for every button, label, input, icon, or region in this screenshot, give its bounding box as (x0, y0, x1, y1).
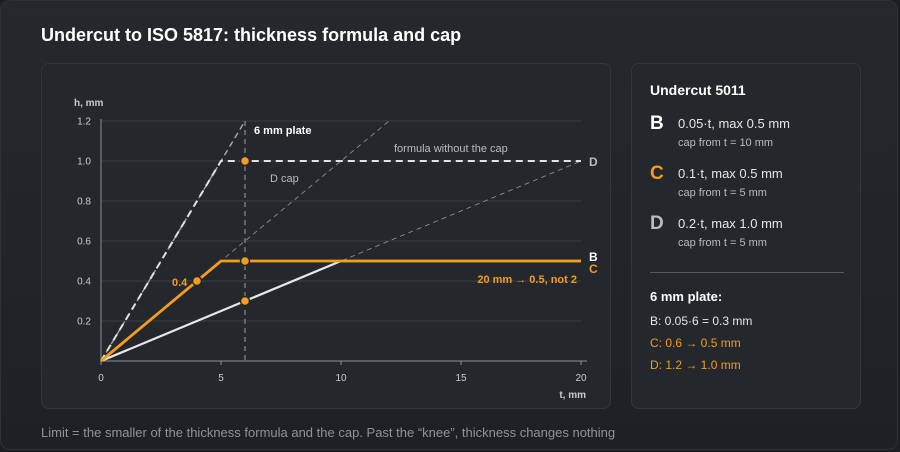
c-note-annotation: 20 mm → 0.5, not 2 (477, 274, 577, 286)
series-end-label-d: D (589, 155, 598, 169)
formula-no-cap-annotation: formula without the cap (394, 143, 508, 155)
plate-annotation: 6 mm plate (254, 125, 311, 137)
rule-b-formula: 0.05·t, max 0.5 mm (678, 116, 790, 131)
series-line-d (100, 160, 581, 362)
series-end-label-b: B (589, 250, 598, 264)
legend-card: Undercut 5011 B 0.05·t, max 0.5 mm cap f… (631, 63, 861, 409)
y-tick-label-0: 0.2 (77, 317, 91, 328)
undercut-chart: 0.2 0.4 0.6 0.8 1.0 1.2 0 5 10 15 20 h, mm t, mm 6 mm… (74, 98, 598, 401)
rule-c-cap-note: cap from t = 5 mm (678, 187, 767, 199)
y-tick-label-1: 0.4 (77, 277, 91, 288)
calc-b: B: 0.05·6 = 0.3 mm (650, 314, 753, 328)
marker-0 (239, 155, 251, 167)
legend-divider (650, 272, 844, 273)
calc-d: D: 1.2 → 1.0 mm (650, 358, 741, 372)
rule-c-formula: 0.1·t, max 0.5 mm (678, 166, 783, 181)
rule-c-letter: C (650, 163, 664, 184)
x-tick-label-2: 10 (335, 373, 347, 384)
x-axis-label: t, mm (559, 390, 586, 401)
y-axis-label: h, mm (74, 98, 104, 109)
rule-d-letter: D (650, 213, 664, 234)
x-tick-label-0: 0 (98, 373, 104, 384)
y-tick-label-5: 1.2 (77, 117, 91, 128)
chart-card: 0.2 0.4 0.6 0.8 1.0 1.2 0 5 10 15 20 h, mm t, mm 6 mm… (41, 63, 611, 409)
series-end-label-c: C (589, 262, 598, 276)
x-tick-label-1: 5 (218, 373, 224, 384)
y-tick-label-2: 0.6 (77, 237, 91, 248)
x-tick-label-4: 20 (575, 373, 587, 384)
series-line-c (100, 259, 581, 363)
calc-c: C: 0.6 → 0.5 mm (650, 336, 741, 350)
footer-note: Limit = the smaller of the thickness for… (41, 425, 616, 440)
marker-3 (191, 275, 203, 287)
c-knee-value: 0.4 (172, 277, 188, 289)
d-cap-annotation: D cap (270, 173, 299, 185)
marker-2 (239, 295, 251, 307)
legend-title: Undercut 5011 (650, 82, 746, 98)
rule-d-cap-note: cap from t = 5 mm (678, 237, 767, 249)
y-tick-label-3: 0.8 (77, 197, 91, 208)
rule-b-letter: B (650, 113, 664, 134)
page-title: Undercut to ISO 5817: thickness formula … (41, 25, 462, 45)
formula-line-b (100, 160, 582, 362)
marker-1 (239, 255, 251, 267)
x-tick-label-3: 15 (455, 373, 467, 384)
rule-b-cap-note: cap from t = 10 mm (678, 137, 774, 149)
y-tick-label-4: 1.0 (77, 157, 91, 168)
rule-d-formula: 0.2·t, max 1.0 mm (678, 216, 783, 231)
plate-title: 6 mm plate: (650, 289, 723, 304)
